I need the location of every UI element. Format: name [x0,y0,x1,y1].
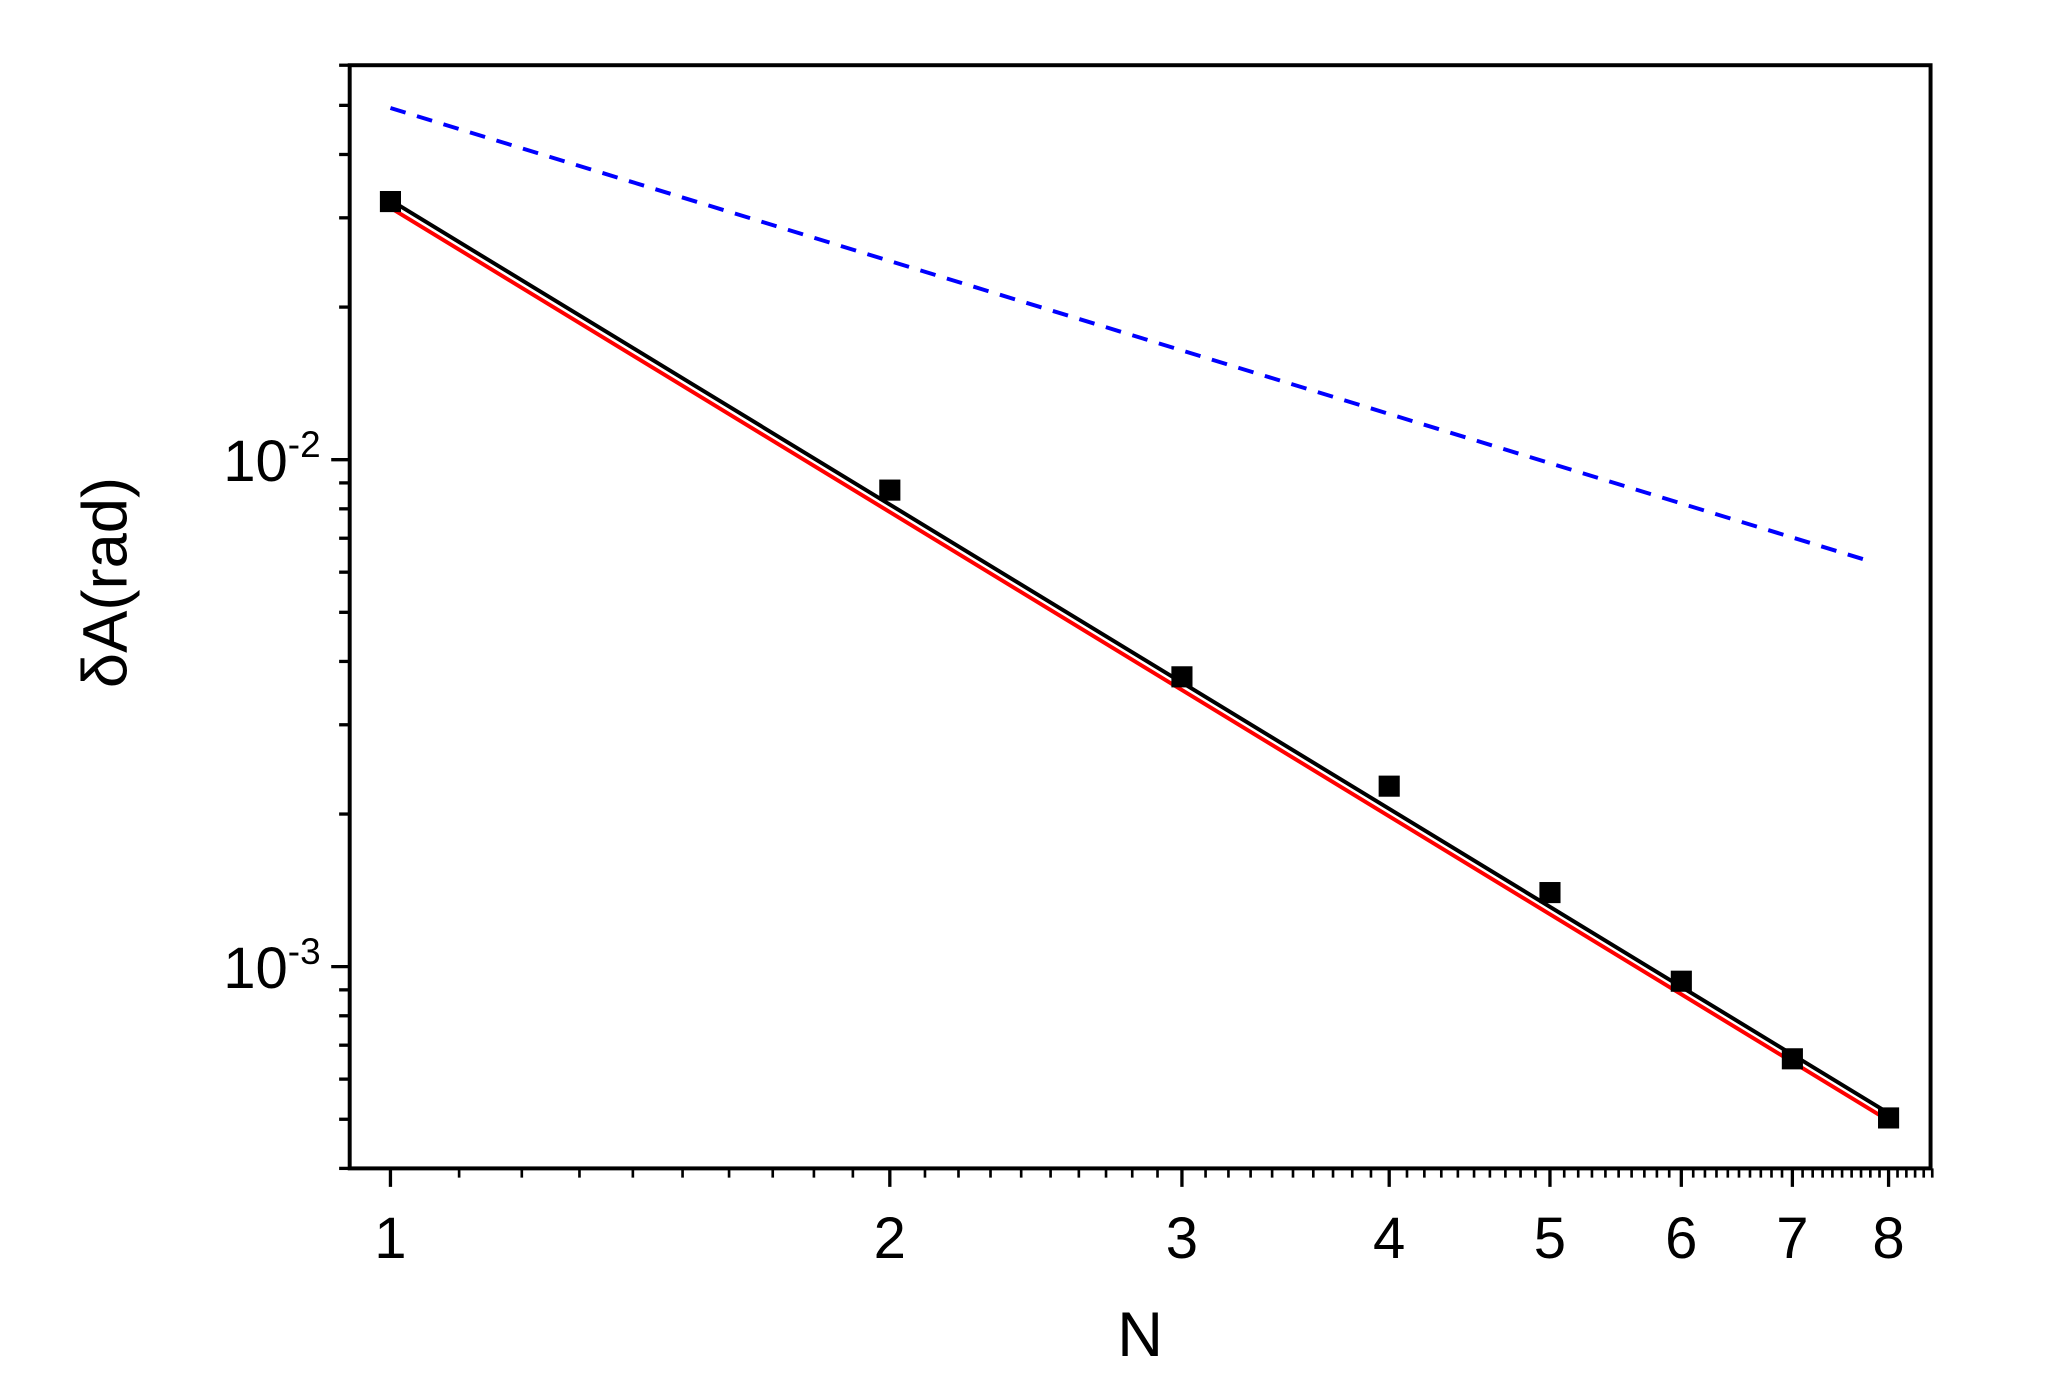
data-point [1539,882,1561,904]
data-point [1378,775,1400,797]
data-point [1670,970,1692,992]
data-point [1781,1048,1803,1070]
fit-line-1 [389,198,1890,1115]
y-axis-label: δA(rad) [71,477,141,688]
series-layer [379,106,1900,1129]
x-tick-label: 8 [1872,1206,1904,1271]
data-point [1878,1107,1900,1129]
y-tick-label: 10-2 [223,424,320,494]
y-tick-labels: 10-210-3 [223,424,320,1001]
data-point [379,191,402,213]
y-tick-base: 10 [223,936,288,1001]
ticks-layer [331,63,1934,1187]
x-axis-label: N [1117,1300,1163,1370]
fit-line-2 [389,206,1890,1123]
fit-line-3 [389,106,1875,565]
x-tick-label: 5 [1534,1206,1566,1271]
y-tick-exponent: -2 [288,424,321,465]
x-tick-label: 2 [874,1206,906,1271]
x-tick-label: 7 [1776,1206,1808,1271]
plot-frame [347,63,1933,1171]
data-point [879,479,901,501]
y-tick-label: 10-3 [223,931,320,1001]
x-tick-label: 6 [1665,1206,1697,1271]
x-tick-label: 3 [1166,1206,1198,1271]
x-tick-label: 4 [1373,1206,1405,1271]
data-point [1171,666,1193,688]
y-tick-exponent: -3 [288,931,321,972]
y-tick-base: 10 [223,429,288,494]
x-tick-label: 1 [374,1206,406,1271]
